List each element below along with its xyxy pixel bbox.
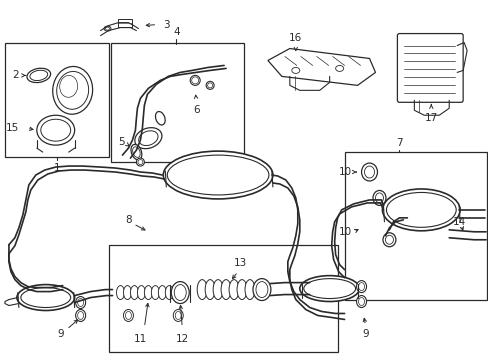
Text: 17: 17 (424, 113, 437, 123)
Ellipse shape (125, 311, 131, 319)
Ellipse shape (358, 298, 364, 306)
Ellipse shape (27, 68, 51, 82)
Ellipse shape (155, 112, 165, 125)
Ellipse shape (136, 158, 144, 166)
Ellipse shape (132, 147, 140, 157)
Bar (108, 245, 337, 352)
Text: 16: 16 (288, 32, 302, 42)
Ellipse shape (303, 279, 355, 298)
Ellipse shape (76, 297, 85, 309)
Ellipse shape (78, 311, 83, 319)
Ellipse shape (385, 235, 393, 244)
Ellipse shape (221, 280, 230, 300)
Bar (110, 42, 244, 162)
Text: 9: 9 (362, 329, 368, 339)
Ellipse shape (30, 70, 47, 81)
Ellipse shape (171, 282, 189, 303)
Text: 1: 1 (53, 163, 60, 173)
Ellipse shape (163, 151, 272, 199)
Ellipse shape (130, 285, 138, 300)
Ellipse shape (78, 298, 83, 306)
Ellipse shape (252, 279, 270, 301)
Ellipse shape (17, 285, 75, 310)
Ellipse shape (21, 288, 71, 307)
Ellipse shape (358, 283, 364, 291)
Text: 13: 13 (233, 258, 246, 268)
Ellipse shape (165, 285, 173, 300)
Ellipse shape (237, 280, 246, 300)
Text: 6: 6 (192, 105, 199, 115)
Ellipse shape (375, 193, 383, 203)
Ellipse shape (206, 81, 214, 89)
Ellipse shape (76, 310, 85, 321)
Ellipse shape (197, 280, 207, 300)
Text: 10: 10 (338, 167, 351, 177)
Ellipse shape (382, 233, 395, 247)
Ellipse shape (104, 26, 111, 31)
Ellipse shape (382, 189, 459, 231)
Ellipse shape (173, 310, 183, 321)
FancyBboxPatch shape (397, 33, 462, 102)
Text: 8: 8 (125, 215, 131, 225)
Ellipse shape (37, 115, 75, 145)
Bar (118, 19, 132, 27)
Ellipse shape (158, 285, 166, 300)
Ellipse shape (356, 296, 366, 307)
Ellipse shape (356, 280, 366, 293)
Text: 5: 5 (118, 137, 124, 147)
Ellipse shape (139, 131, 158, 145)
Ellipse shape (60, 75, 78, 97)
Ellipse shape (190, 75, 200, 85)
Text: 11: 11 (134, 334, 147, 345)
Ellipse shape (123, 285, 131, 300)
Ellipse shape (116, 285, 124, 300)
Ellipse shape (244, 280, 254, 300)
Ellipse shape (135, 128, 162, 149)
Ellipse shape (228, 280, 239, 300)
Text: 12: 12 (175, 334, 188, 345)
Ellipse shape (138, 159, 142, 165)
Ellipse shape (105, 27, 109, 30)
Text: 2: 2 (12, 71, 19, 80)
Ellipse shape (57, 71, 88, 109)
Text: 9: 9 (57, 329, 64, 339)
Ellipse shape (151, 285, 159, 300)
Ellipse shape (191, 77, 198, 84)
Ellipse shape (291, 67, 299, 73)
Ellipse shape (335, 66, 343, 71)
Ellipse shape (299, 276, 359, 302)
Text: 3: 3 (163, 19, 170, 30)
Bar (344, 152, 486, 300)
Ellipse shape (144, 285, 152, 300)
Text: 7: 7 (395, 138, 402, 148)
Ellipse shape (131, 144, 142, 160)
Text: 10: 10 (338, 227, 351, 237)
Ellipse shape (41, 119, 71, 141)
Ellipse shape (213, 280, 223, 300)
Ellipse shape (205, 280, 215, 300)
Ellipse shape (53, 67, 92, 114)
Text: 14: 14 (452, 217, 466, 227)
Ellipse shape (137, 285, 145, 300)
Polygon shape (267, 49, 375, 85)
Ellipse shape (364, 166, 374, 178)
Ellipse shape (372, 190, 385, 206)
Ellipse shape (386, 193, 455, 227)
Ellipse shape (167, 155, 268, 195)
Ellipse shape (174, 285, 186, 301)
Ellipse shape (207, 83, 212, 88)
Ellipse shape (255, 282, 267, 298)
Bar (5, 42, 108, 157)
Text: 4: 4 (173, 27, 179, 37)
Ellipse shape (361, 163, 377, 181)
Ellipse shape (175, 311, 181, 319)
Ellipse shape (123, 310, 133, 321)
Text: 15: 15 (6, 123, 19, 133)
